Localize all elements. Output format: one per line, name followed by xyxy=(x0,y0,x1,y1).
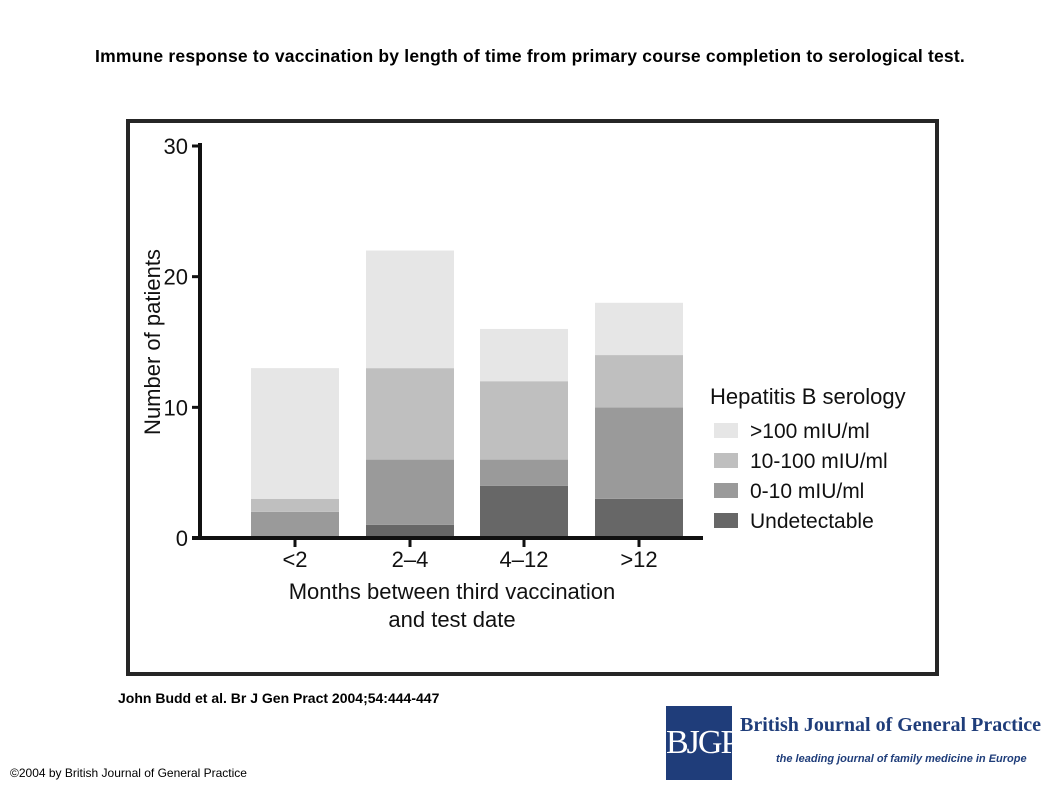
slide-title: Immune response to vaccination by length… xyxy=(95,46,965,66)
x-axis-label: Months between third vaccination xyxy=(289,579,616,604)
bar-segment xyxy=(366,368,454,460)
y-axis-label: Number of patients xyxy=(140,249,165,435)
legend-swatch xyxy=(714,483,738,498)
bar-segment xyxy=(480,381,568,460)
legend-swatch xyxy=(714,423,738,438)
legend-label: Undetectable xyxy=(750,510,874,533)
legend-title: Hepatitis B serology xyxy=(710,384,906,409)
legend-swatch xyxy=(714,513,738,528)
y-tick-label: 20 xyxy=(164,265,188,290)
x-axis-label: and test date xyxy=(388,607,515,632)
bar-segment xyxy=(366,459,454,525)
x-tick-label: 4–12 xyxy=(500,547,549,572)
y-tick-label: 10 xyxy=(164,395,188,420)
bar-segment xyxy=(366,524,454,538)
bar-segment xyxy=(480,328,568,382)
bar-segment xyxy=(251,498,339,512)
legend-label: 0-10 mIU/ml xyxy=(750,480,864,503)
legend-swatch xyxy=(714,453,738,468)
legend-label: 10-100 mIU/ml xyxy=(750,450,888,473)
bar-segment xyxy=(480,485,568,538)
y-tick-label: 0 xyxy=(176,526,188,551)
bar-segment xyxy=(595,498,683,538)
bar-segment xyxy=(595,407,683,499)
y-tick-label: 30 xyxy=(164,134,188,159)
journal-logo: BJGP British Journal of General Practice… xyxy=(666,706,1041,780)
copyright-notice: ©2004 by British Journal of General Prac… xyxy=(10,766,247,780)
x-tick-label: <2 xyxy=(282,547,307,572)
bar-segment xyxy=(251,511,339,538)
x-tick-label: >12 xyxy=(620,547,657,572)
logo-journal-name: British Journal of General Practice xyxy=(740,714,1042,736)
citation: John Budd et al. Br J Gen Pract 2004;54:… xyxy=(118,690,440,706)
x-tick-label: 2–4 xyxy=(392,547,429,572)
logo-mark: BJGP xyxy=(666,706,739,780)
bar-segment xyxy=(251,368,339,499)
bars-layer xyxy=(251,250,683,538)
bar-segment xyxy=(480,459,568,486)
legend-layer: Hepatitis B serology >100 mIU/ml 10-100 mI… xyxy=(710,384,906,533)
bar-segment xyxy=(595,302,683,356)
logo-tagline: the leading journal of family medicine i… xyxy=(776,753,1027,765)
legend-label: >100 mIU/ml xyxy=(750,420,870,443)
bar-segment xyxy=(366,250,454,369)
bar-segment xyxy=(595,355,683,408)
